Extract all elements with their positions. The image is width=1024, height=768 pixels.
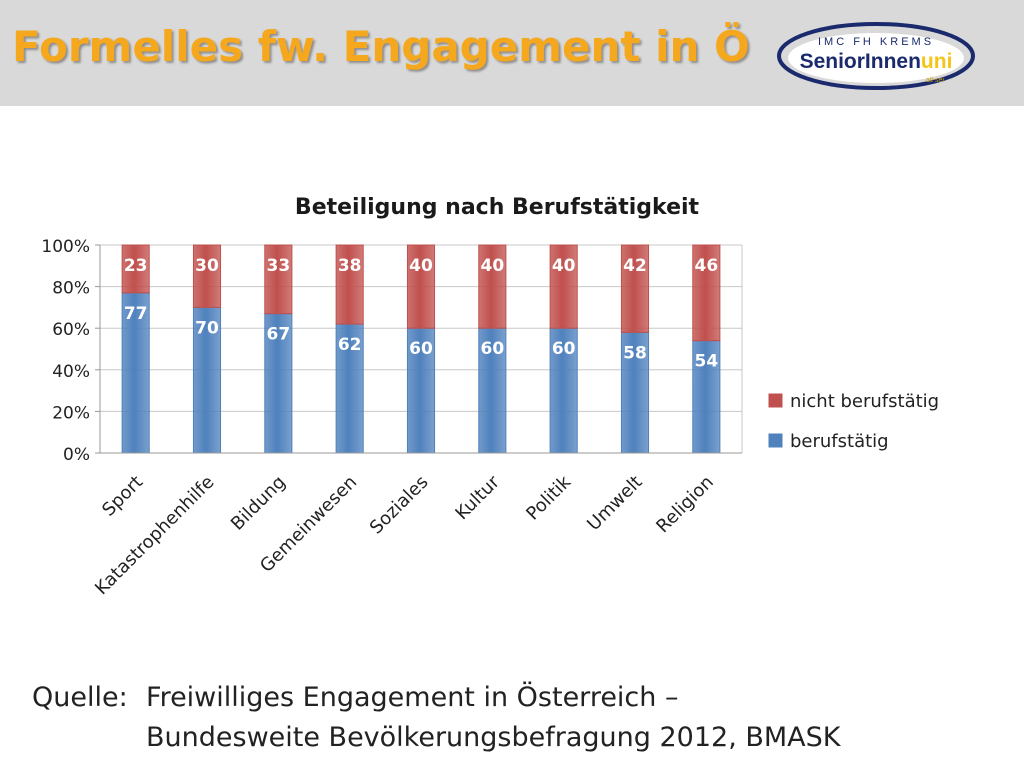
x-tick-label: Politik: [522, 471, 575, 524]
data-label: 23: [124, 256, 148, 276]
data-label: 60: [480, 339, 504, 359]
stacked-bar-chart: Beteiligung nach Berufstätigkeit 0% 20% 40…: [41, 195, 939, 599]
y-tick-label: 60%: [52, 320, 90, 340]
bar-marks: [121, 244, 721, 454]
legend-swatch-nicht-berufstaetig: [768, 393, 783, 408]
bar-sport-nicht-berufstaetig: [121, 244, 150, 294]
bar-gemeinwesen-nicht-berufstaetig: [335, 244, 364, 325]
y-tick-label: 40%: [52, 362, 90, 382]
x-tick-label: Sport: [98, 472, 147, 521]
bar-gemeinwesen-berufstaetig: [335, 323, 364, 454]
bar-kultur-nicht-berufstaetig: [478, 244, 507, 329]
logo-main-text-a: SeniorInnen: [800, 50, 921, 73]
data-label: 46: [694, 256, 718, 276]
y-axis-ticks: 0% 20% 40% 60% 80% 100%: [41, 237, 100, 465]
logo-swoosh-outer: [777, 22, 975, 90]
y-tick-label: 0%: [63, 445, 90, 465]
legend-label-berufstaetig: berufstätig: [790, 431, 889, 452]
source-line-2: Bundesweite Bevölkerungsbefragung 2012, …: [146, 722, 841, 753]
data-label: 42: [623, 256, 647, 276]
bar-politik-nicht-berufstaetig: [549, 244, 578, 329]
data-label: 58: [623, 343, 647, 363]
slide-title: Formelles fw. Engagement in Ö: [12, 22, 750, 71]
logo-main-text: SeniorInnenuni: [800, 50, 953, 73]
legend: nicht berufstätig berufstätig: [768, 391, 939, 452]
source-text: Freiwilliges Engagement in Österreich – …: [146, 678, 906, 758]
logo-main-text-b: uni: [921, 50, 953, 73]
data-label: 38: [338, 256, 362, 276]
bar-umwelt-nicht-berufstaetig: [620, 244, 650, 333]
bar-politik-berufstaetig: [549, 327, 578, 454]
data-label: 40: [480, 256, 504, 276]
bar-bildung-nicht-berufstaetig: [264, 244, 293, 315]
x-tick-label: Kultur: [451, 471, 504, 524]
data-label: 54: [694, 352, 718, 372]
data-label: 70: [195, 318, 219, 338]
data-labels: 77 23 70 30 67 33 62 38 60 40 60 40 60 40 58 42 54 46: [124, 256, 718, 372]
y-tick-label: 80%: [52, 279, 90, 299]
senior-uni-logo: IMC FH KREMS SeniorInnenuni alt sei: [777, 22, 975, 90]
data-label: 62: [338, 335, 362, 355]
bar-kultur-berufstaetig: [478, 327, 507, 454]
chart-title: Beteiligung nach Berufstätigkeit: [295, 195, 700, 220]
bar-umwelt-berufstaetig: [620, 331, 650, 454]
x-tick-label: Soziales: [366, 472, 433, 539]
data-label: 60: [552, 339, 576, 359]
data-label: 33: [266, 256, 290, 276]
x-tick-label: Religion: [652, 472, 717, 537]
data-label: 77: [124, 304, 148, 324]
bar-religion-nicht-berufstaetig: [692, 244, 721, 342]
data-label: 30: [195, 256, 219, 276]
bar-soziales-berufstaetig: [406, 327, 436, 454]
bar-soziales-nicht-berufstaetig: [406, 244, 436, 329]
y-tick-label: 100%: [41, 237, 90, 257]
x-tick-label: Umwelt: [583, 472, 646, 535]
data-label: 60: [409, 339, 433, 359]
data-label: 40: [552, 256, 576, 276]
logo-swoosh-inner: [788, 33, 964, 83]
x-tick-label: Katastrophenhilfe: [91, 472, 218, 599]
logo-top-text: IMC FH KREMS: [818, 36, 934, 48]
y-tick-label: 20%: [52, 403, 90, 423]
logo-tagline: alt sei: [926, 77, 945, 84]
bar-sport-berufstaetig: [121, 292, 150, 454]
x-tick-label: Bildung: [227, 472, 290, 535]
data-label: 67: [266, 325, 290, 345]
legend-swatch-berufstaetig: [768, 433, 783, 448]
bar-katastrophenhilfe-nicht-berufstaetig: [192, 244, 222, 308]
bar-bildung-berufstaetig: [264, 313, 293, 454]
legend-label-nicht-berufstaetig: nicht berufstätig: [790, 391, 939, 412]
data-label: 40: [409, 256, 433, 276]
source-label: Quelle:: [32, 682, 128, 713]
source-line-1: Freiwilliges Engagement in Österreich –: [146, 682, 679, 713]
bar-katastrophenhilfe-berufstaetig: [192, 306, 222, 454]
